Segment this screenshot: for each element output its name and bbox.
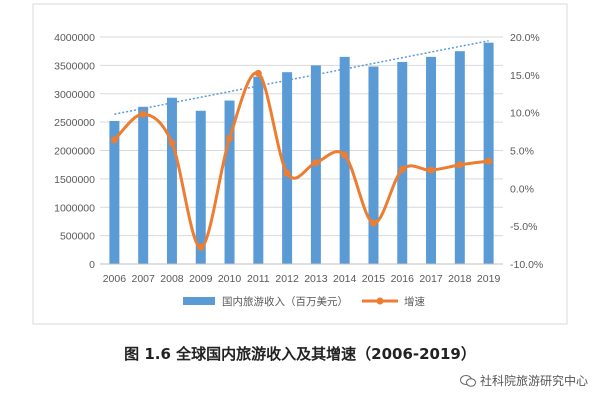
y-right-tick-label: 10.0% — [510, 108, 540, 120]
bar — [253, 76, 264, 264]
bar — [397, 61, 408, 264]
bar — [454, 51, 465, 264]
combo-chart: 0 500000 1000000 1500000 2000000 2500000 30000… — [32, 3, 568, 325]
growth-rate-point — [456, 161, 464, 169]
legend-swatch-point — [376, 297, 384, 305]
y-left-tick-label: 1000000 — [54, 202, 95, 214]
watermark-text: 社科院旅游研究中心 — [479, 374, 588, 388]
x-tick-label: 2013 — [304, 273, 328, 285]
y-right-tick-label: 20.0% — [510, 32, 540, 44]
x-tick-label: 2010 — [218, 273, 242, 285]
y-left-tick-label: 2500000 — [54, 117, 95, 129]
bar — [109, 120, 120, 265]
growth-rate-point — [283, 169, 291, 177]
growth-rate-point — [168, 139, 176, 147]
bar — [166, 97, 177, 264]
chart-frame — [32, 3, 568, 325]
bar — [339, 56, 350, 264]
wechat-icon — [459, 374, 476, 387]
growth-rate-point — [427, 166, 435, 174]
y-right-tick-label: 5.0% — [510, 146, 534, 158]
growth-rate-point — [139, 110, 147, 118]
x-tick-label: 2017 — [419, 273, 443, 285]
growth-rate-point — [226, 134, 234, 142]
y-left-tick-label: 4000000 — [54, 32, 95, 44]
y-right-tick-label: -10.0% — [510, 259, 543, 271]
bar — [483, 42, 494, 264]
growth-rate-point — [398, 165, 406, 173]
figure-caption: 图 1.6 全球国内旅游收入及其增速（2006-2019） — [124, 345, 476, 363]
x-tick-label: 2008 — [160, 273, 184, 285]
x-tick-label: 2009 — [189, 273, 213, 285]
x-tick-label: 2011 — [247, 273, 270, 285]
bar — [282, 72, 293, 264]
x-tick-label: 2012 — [275, 273, 299, 285]
growth-rate-point — [312, 159, 320, 167]
bar — [426, 56, 437, 264]
x-tick-label: 2014 — [333, 273, 357, 285]
growth-rate-point — [197, 243, 205, 251]
bar — [368, 66, 379, 264]
y-right-tick-label: -5.0% — [510, 221, 537, 233]
bar — [224, 100, 235, 264]
bar — [138, 106, 149, 265]
y-right-tick-label: 0.0% — [510, 183, 534, 195]
growth-rate-point — [254, 69, 262, 77]
growth-rate-point — [485, 157, 493, 165]
x-tick-label: 2015 — [362, 273, 386, 285]
growth-rate-point — [110, 136, 118, 144]
y-left-tick-label: 3500000 — [54, 60, 95, 72]
y-left-tick-label: 2000000 — [54, 146, 95, 158]
watermark: 社科院旅游研究中心 — [459, 372, 588, 389]
y-left-tick-label: 3000000 — [54, 89, 95, 101]
y-left-tick-label: 0 — [89, 259, 95, 271]
x-tick-label: 2006 — [103, 273, 127, 285]
growth-rate-point — [369, 219, 377, 227]
growth-rate-point — [341, 151, 349, 159]
legend-label-revenue: 国内旅游收入（百万美元） — [222, 295, 348, 308]
legend-label-growth: 增速 — [404, 295, 425, 308]
x-tick-label: 2019 — [477, 273, 501, 285]
x-tick-label: 2018 — [448, 273, 472, 285]
trend-line — [114, 40, 489, 115]
x-tick-label: 2007 — [131, 273, 155, 285]
y-right-tick-label: 15.0% — [510, 70, 540, 82]
x-tick-label: 2016 — [391, 273, 415, 285]
y-left-tick-label: 1500000 — [54, 174, 95, 186]
bar — [195, 110, 206, 265]
legend-swatch-bar — [183, 297, 215, 305]
y-left-tick-label: 500000 — [60, 231, 95, 243]
